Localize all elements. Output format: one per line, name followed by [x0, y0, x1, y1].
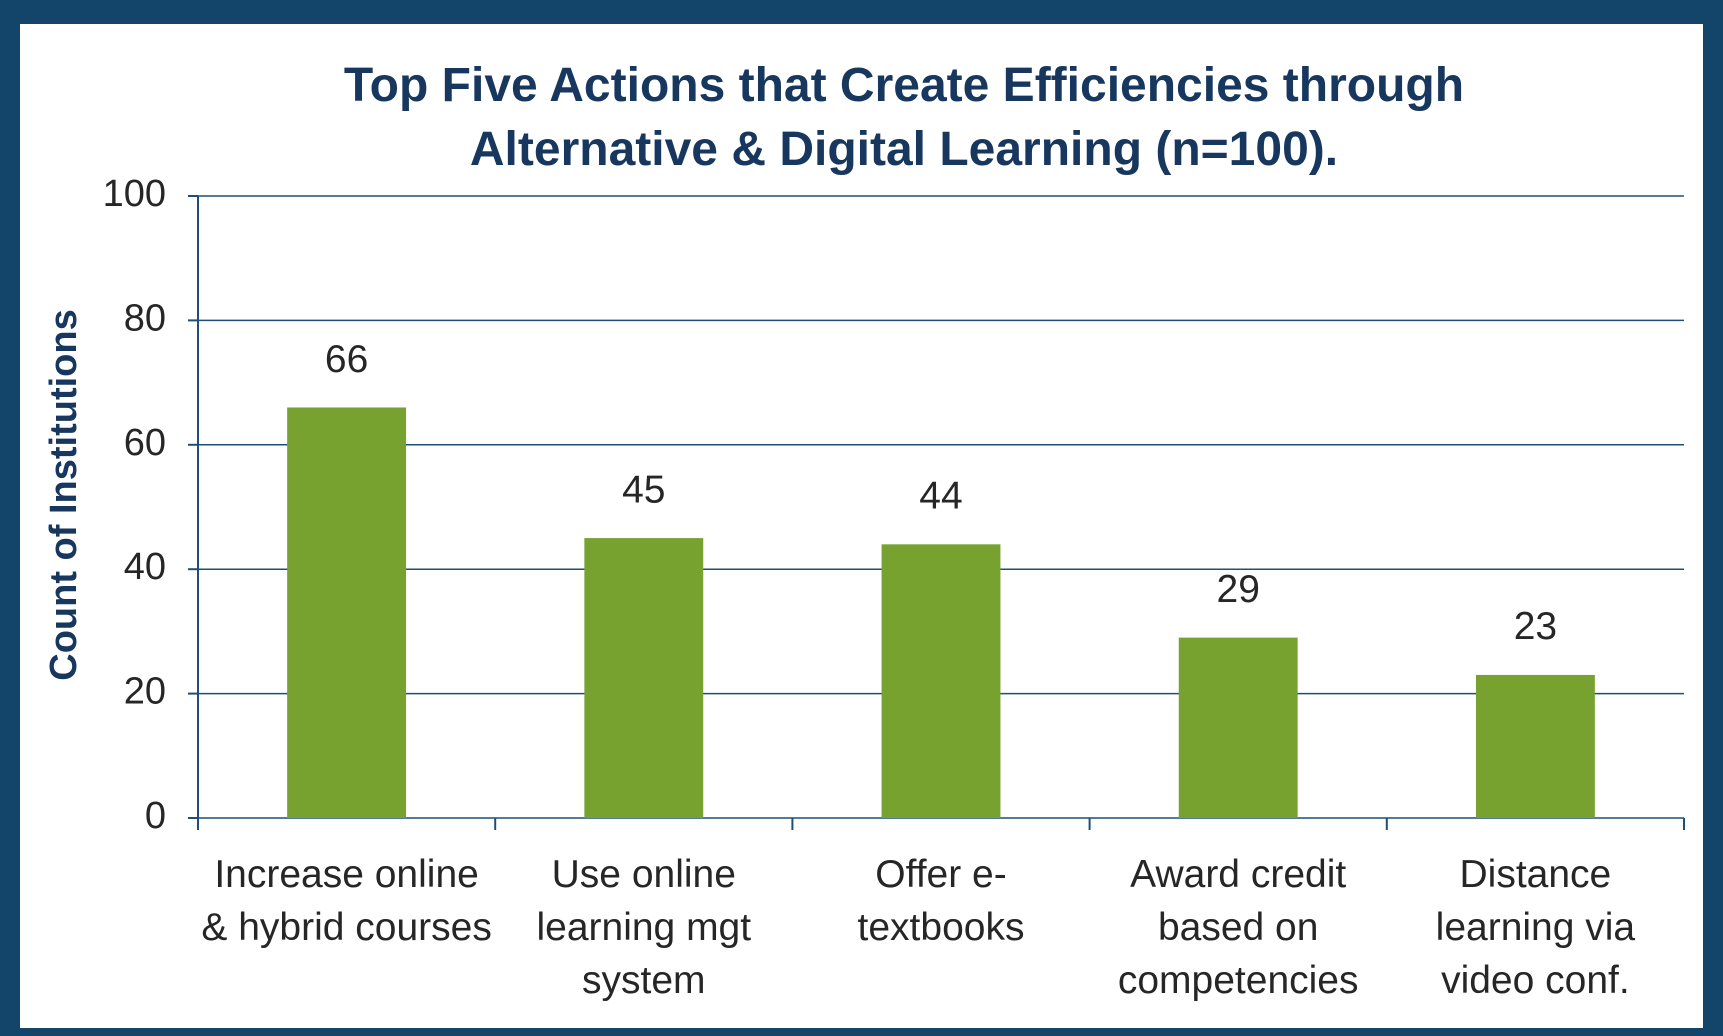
data-label: 29 — [1217, 568, 1260, 611]
y-tick-label: 40 — [124, 546, 166, 588]
data-label: 44 — [919, 475, 962, 518]
x-tick-label: Distance learning via video conf. — [1435, 853, 1636, 1002]
data-label: 23 — [1514, 605, 1557, 648]
x-tick-label: Award credit based on competencies — [1117, 853, 1359, 1002]
chart-title: Top Five Actions that Create Efficiencie… — [343, 59, 1465, 176]
bar — [1475, 674, 1595, 818]
y-tick-label: 20 — [124, 671, 166, 713]
y-tick-label: 0 — [145, 795, 166, 837]
bar — [584, 538, 704, 818]
y-tick-label: 60 — [124, 422, 166, 464]
bar — [881, 544, 1001, 818]
bar — [1178, 637, 1298, 818]
y-tick-label: 100 — [103, 173, 166, 215]
x-tick-label: Use online learning mgt system — [536, 853, 752, 1002]
y-tick-label: 80 — [124, 297, 166, 339]
bar — [287, 407, 407, 818]
data-label: 66 — [325, 338, 368, 381]
x-tick-label: Offer e-textbooks — [857, 853, 1025, 949]
x-tick-label: Increase online & hybrid courses — [201, 853, 492, 949]
data-label: 45 — [622, 468, 665, 511]
y-axis-label: Count of Institutions — [43, 309, 85, 680]
